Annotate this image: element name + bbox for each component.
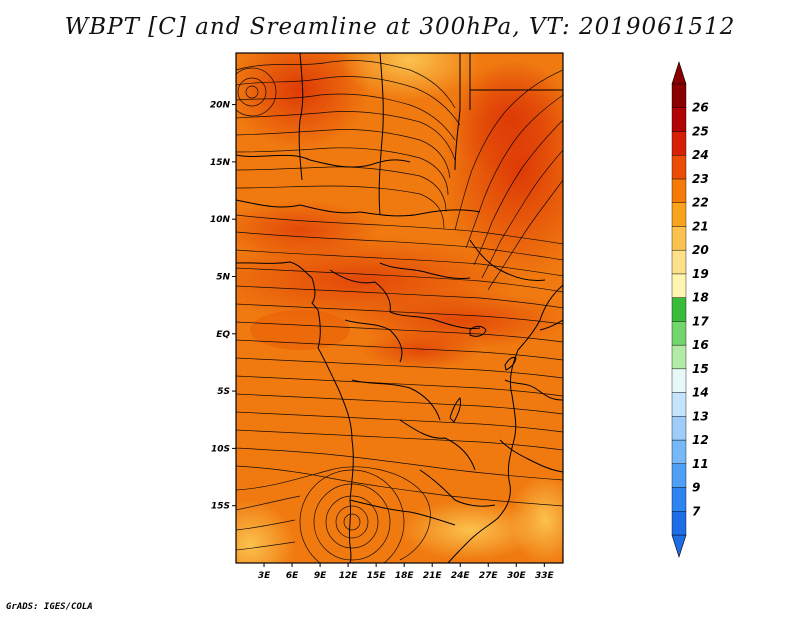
lon-tick-label: 3E: [258, 571, 271, 581]
colorbar-segment: [671, 107, 687, 132]
colorbar-segment: [671, 344, 687, 370]
colorbar-segment: [671, 368, 687, 393]
lon-tick-label: 9E: [314, 571, 327, 581]
lat-tick-label: 5N: [216, 272, 230, 282]
colorbar-label: 12: [692, 433, 709, 447]
lon-tick-label: 18E: [395, 571, 415, 581]
lon-tick-label: 33E: [535, 571, 555, 581]
colorbar-label: 20: [692, 243, 709, 257]
lat-tick-label: 20N: [210, 101, 231, 111]
latitude-axis: 20N 15N 10N 5N EQ 5S 10S 15S: [210, 101, 236, 512]
lat-tick-label: 15S: [211, 502, 230, 512]
colorbar-label: 9: [692, 481, 700, 495]
colorbar-segment: [671, 416, 687, 441]
colorbar-segment: [671, 463, 687, 488]
lat-tick-label: 10N: [210, 215, 231, 225]
colorbar-segment: [671, 202, 687, 227]
lon-tick-label: 12E: [339, 571, 359, 581]
colorbar-label: 16: [692, 338, 709, 352]
lon-tick-label: 27E: [479, 571, 499, 581]
colorbar-segment: [671, 297, 687, 322]
colorbar-label: 18: [692, 291, 709, 305]
lat-tick-label: EQ: [216, 330, 230, 340]
colorbar-label: 17: [692, 314, 709, 328]
colorbar-segment: [671, 155, 687, 180]
longitude-axis: 3E 6E 9E 12E 15E 18E 21E 24E 27E 30E 33E: [258, 563, 555, 581]
wbpt-field: [236, 53, 563, 563]
colorbar-segment: [671, 321, 687, 346]
colorbar: 7 9 11 12 13 14 15 16 17 18 19 20 21 22 23 24 25 26: [671, 61, 709, 558]
lat-tick-label: 10S: [211, 444, 230, 454]
colorbar-label: 25: [692, 124, 709, 138]
colorbar-label: 21: [692, 219, 709, 233]
colorbar-label: 22: [692, 196, 709, 210]
colorbar-segment: [671, 178, 687, 203]
colorbar-label: 13: [692, 409, 709, 423]
colorbar-label: 7: [692, 504, 701, 518]
colorbar-segment: [671, 439, 687, 464]
colorbar-bottom-arrow: [671, 534, 687, 558]
colorbar-label: 15: [692, 362, 709, 376]
lon-tick-label: 24E: [451, 571, 471, 581]
lon-tick-label: 6E: [286, 571, 299, 581]
colorbar-label: 24: [692, 148, 709, 162]
lon-tick-label: 15E: [367, 571, 387, 581]
colorbar-top-arrow: [671, 61, 687, 85]
lon-tick-label: 21E: [423, 571, 443, 581]
chart-title: WBPT [C] and Sreamline at 300hPa, VT: 20…: [64, 14, 736, 40]
lat-tick-label: 15N: [210, 158, 231, 168]
colorbar-segment: [671, 392, 687, 417]
lon-tick-label: 30E: [507, 571, 527, 581]
footer-credit: GrADS: IGES/COLA: [6, 602, 93, 612]
colorbar-segment: [671, 226, 687, 251]
colorbar-label: 19: [692, 267, 709, 281]
map-frame: [235, 52, 564, 564]
colorbar-label: 23: [692, 172, 709, 186]
colorbar-label: 11: [692, 457, 709, 471]
colorbar-label: 14: [692, 386, 709, 400]
colorbar-segment: [671, 249, 687, 275]
lat-tick-label: 5S: [217, 387, 230, 397]
colorbar-label: 26: [692, 101, 709, 115]
colorbar-segment: [671, 511, 687, 536]
colorbar-segment: [671, 273, 687, 298]
colorbar-segment: [671, 487, 687, 512]
colorbar-segment: [671, 83, 687, 108]
colorbar-segment: [671, 131, 687, 156]
